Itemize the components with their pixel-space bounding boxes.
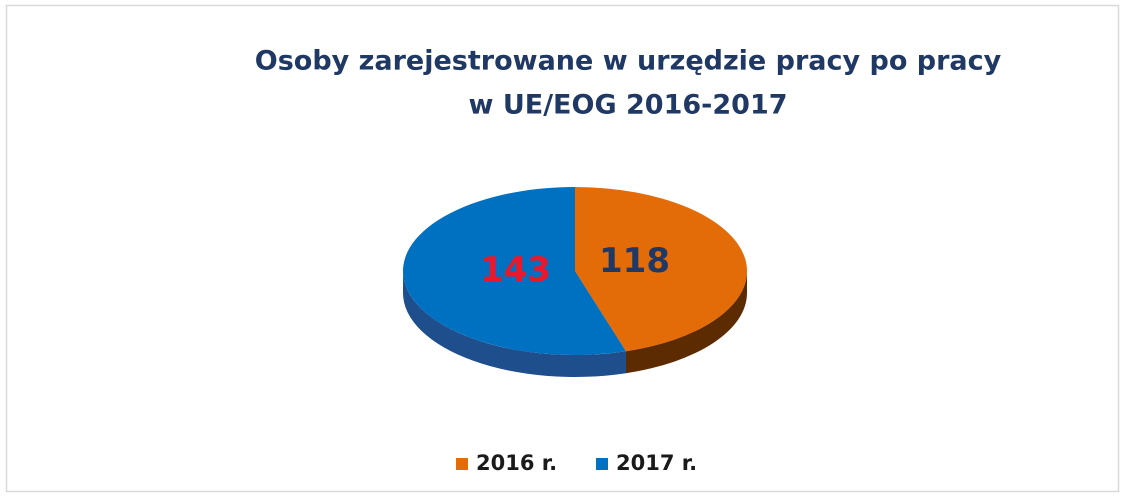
legend-label: 2017 r. bbox=[616, 451, 697, 475]
chart-title: w UE/EOG 2016-2017 bbox=[468, 90, 787, 121]
slice-side bbox=[625, 271, 747, 374]
legend-label: 2016 r. bbox=[476, 451, 557, 475]
legend-swatch bbox=[596, 458, 608, 470]
pie-slice bbox=[403, 187, 626, 355]
slice-side bbox=[403, 271, 626, 378]
chart-title: Osoby zarejestrowane w urzędzie pracy po… bbox=[255, 46, 1002, 77]
data-label: 143 bbox=[480, 250, 551, 290]
legend-swatch bbox=[456, 458, 468, 470]
pie-slice bbox=[575, 187, 748, 352]
data-label: 118 bbox=[599, 241, 670, 281]
